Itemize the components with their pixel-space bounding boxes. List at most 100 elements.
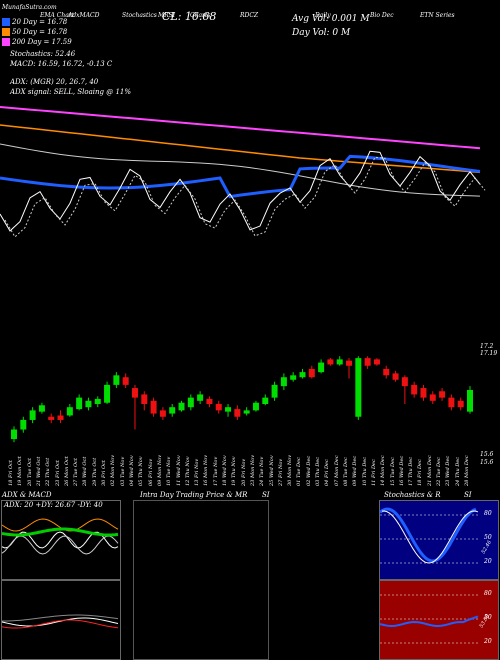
date-label: 11 Wed Nov <box>175 455 182 486</box>
legend-swatch-20 <box>2 18 10 26</box>
date-label: 09 Mon Nov <box>156 454 163 486</box>
date-label: 29 Thu Oct <box>91 457 98 486</box>
candle-body <box>122 377 129 385</box>
date-label: 17 Tue Nov <box>212 456 219 486</box>
stochastics-panel <box>379 500 499 580</box>
legend-swatch-50 <box>2 28 10 36</box>
date-label: 02 Mon Nov <box>110 454 117 486</box>
candle-body <box>141 394 148 404</box>
date-label: 28 Wed Oct <box>82 456 89 486</box>
candle-body <box>364 358 371 366</box>
candle-body <box>187 397 194 408</box>
candle-body <box>76 397 83 410</box>
date-label: 03 Tue Nov <box>119 456 126 486</box>
date-label: 23 Mon Nov <box>249 454 256 486</box>
ema-20-line <box>0 154 481 199</box>
candle-body <box>308 368 315 378</box>
candle-body <box>104 384 111 403</box>
price-label-top-1: 17.2 <box>480 343 494 350</box>
watermark: MunafaSutra.com <box>2 4 57 11</box>
price-line <box>0 150 481 232</box>
candle-body <box>11 429 17 440</box>
price-label-bottom-1: 15.6 <box>480 451 494 458</box>
candle-body <box>252 402 259 411</box>
adx-panel <box>1 500 121 580</box>
date-label: 23 Wed Dec <box>445 455 452 486</box>
stoch-tick-80: 80 <box>484 510 492 517</box>
candle-body <box>131 388 138 398</box>
candle-body <box>262 397 269 404</box>
candle-body <box>429 394 436 401</box>
candle-body <box>57 415 64 420</box>
legend-adx: ADX: (MGR) 20, 26.7, 40 <box>10 78 99 86</box>
date-label: 09 Wed Dec <box>352 455 359 486</box>
date-label: 20 Fri Nov <box>240 458 247 486</box>
legend-stochastics: Stochastics: 52.46 <box>10 50 76 58</box>
date-label: 04 Fri Dec <box>324 459 331 486</box>
candle-body <box>225 407 232 412</box>
candle-body <box>327 359 334 365</box>
date-label: 22 Thu Oct <box>45 457 52 486</box>
date-label: 10 Tue Nov <box>166 456 173 486</box>
candle-body <box>299 372 306 378</box>
ema-200-line <box>0 106 481 150</box>
date-label: 21 Wed Oct <box>35 456 42 486</box>
candle-body <box>178 402 185 411</box>
date-label: 30 Mon Nov <box>287 454 294 486</box>
adx-values: ADX: 20 +DY: 26.67 -DY: 40 <box>4 501 103 509</box>
close-price: CL: 16.68 <box>162 10 217 23</box>
candle-body <box>355 358 362 417</box>
candle-body <box>290 375 297 380</box>
date-label: 19 Mon Oct <box>17 456 24 486</box>
candle-body <box>20 419 27 430</box>
candle-body <box>206 398 213 404</box>
title-part-6: RDCZ <box>240 12 259 19</box>
ema-gray-line <box>0 143 481 197</box>
candle-body <box>66 407 73 416</box>
legend-macd: MACD: 16.59, 16.72, -0.13 C <box>10 60 113 68</box>
date-label: 13 Fri Nov <box>194 458 201 486</box>
candle-body <box>420 388 427 398</box>
title-part-2: AdxMACD <box>68 12 100 19</box>
title-part-1: EMA Chart <box>40 12 75 19</box>
candle-body <box>85 400 92 408</box>
date-label: 22 Tue Dec <box>436 457 443 486</box>
adx-panel-title: ADX & MACD <box>2 491 52 499</box>
candle-body <box>234 409 241 417</box>
title-part-9: ETN Series <box>420 12 455 19</box>
candle-body <box>215 404 222 411</box>
title-part-8: Bio Dec <box>370 12 394 19</box>
date-label: 18 Wed Nov <box>222 455 229 486</box>
candle-body <box>169 407 176 414</box>
candle-body <box>280 377 287 387</box>
rsi-tick-20: 20 <box>484 638 492 645</box>
stoch-tick-20: 20 <box>484 558 492 565</box>
legend-adx-signal: ADX signal: SELL, Sloaing @ 11% <box>10 88 132 96</box>
candle-body <box>197 394 204 401</box>
legend-50-day: 50 Day = 16.78 <box>12 28 68 36</box>
day-volume: Day Vol: 0 M <box>292 28 351 38</box>
date-label: 16 Wed Dec <box>398 455 405 486</box>
date-label: 21 Mon Dec <box>426 455 433 486</box>
date-label: 08 Tue Dec <box>343 457 350 486</box>
candle-body <box>383 368 390 376</box>
candle-body <box>48 416 55 420</box>
date-label: 11 Fri Dec <box>370 459 377 486</box>
date-label: 27 Tue Oct <box>73 458 80 486</box>
date-label: 05 Thu Nov <box>138 456 145 486</box>
date-label: 02 Wed Dec <box>305 455 312 486</box>
intraday-panel <box>133 500 269 660</box>
price-label-top-2: 17.19 <box>480 350 498 357</box>
avg-volume: Avg Vol: 0.001 M <box>292 14 370 24</box>
candle-body <box>392 373 399 380</box>
macd-panel <box>1 580 121 660</box>
title-part-4: MRSI <box>158 12 176 19</box>
candle-body <box>346 360 353 366</box>
candle-body <box>336 359 343 365</box>
date-label: 18 Fri Oct <box>8 460 14 486</box>
candle-body <box>448 397 455 408</box>
date-label: 24 Tue Nov <box>259 456 266 486</box>
candle-body <box>467 389 473 412</box>
candle-body <box>318 362 325 373</box>
